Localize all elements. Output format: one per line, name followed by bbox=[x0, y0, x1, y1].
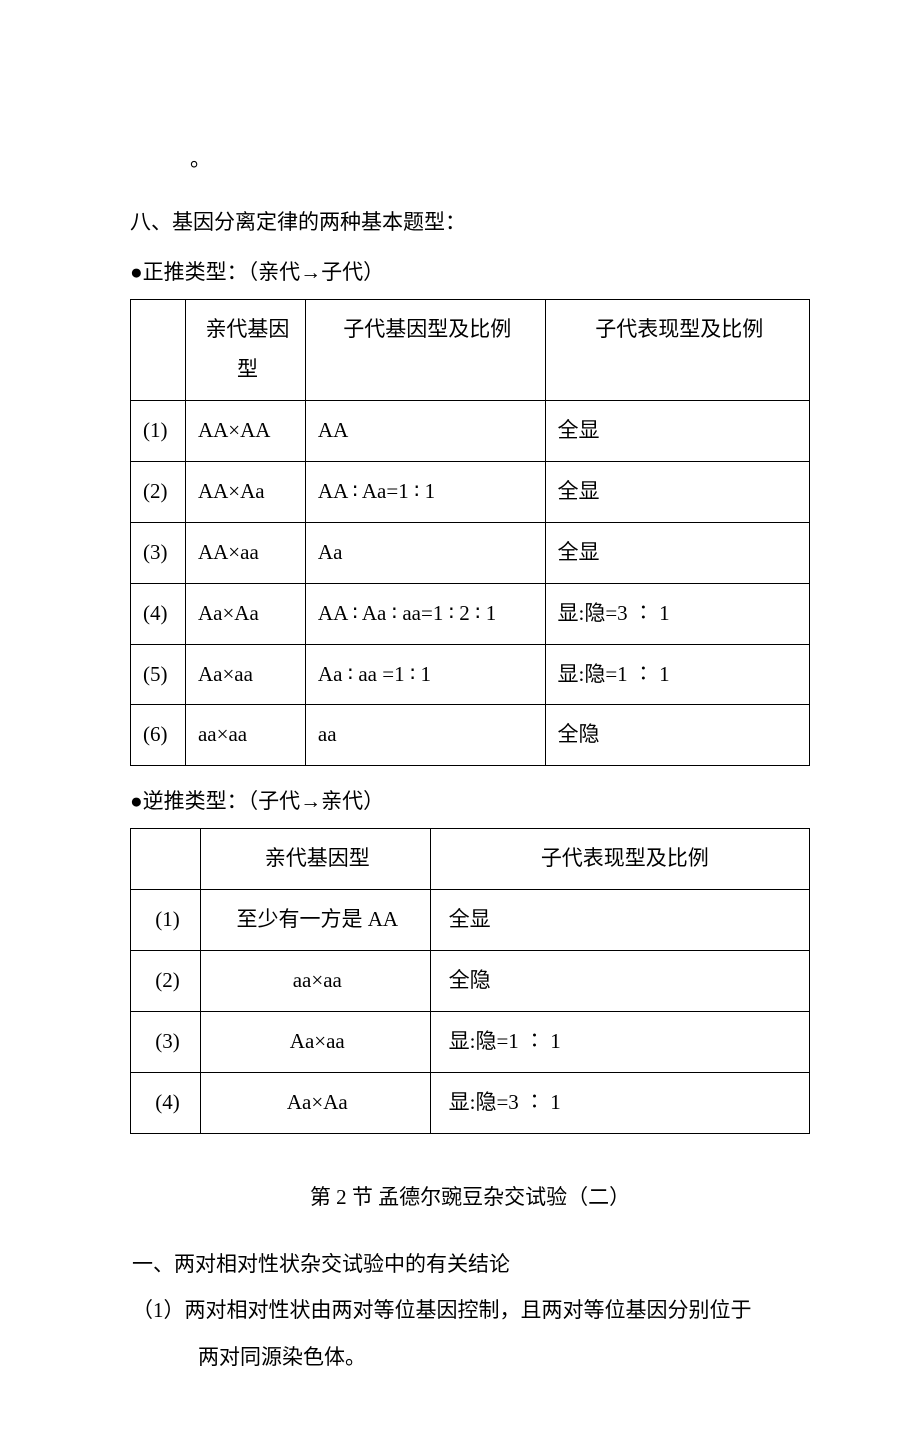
cell: AA bbox=[305, 400, 545, 461]
header-cell: 亲代基因型 bbox=[200, 829, 430, 890]
cell: Aa×Aa bbox=[185, 583, 305, 644]
table-forward: 亲代基因型 子代基因型及比例 子代表现型及比例 (1) AA×AA AA 全显 … bbox=[130, 299, 810, 766]
cell: Aa ∶ aa =1 ∶ 1 bbox=[305, 644, 545, 705]
section-2-title: 第 2 节 孟德尔豌豆杂交试验（二） bbox=[130, 1174, 810, 1220]
cell: aa×aa bbox=[200, 951, 430, 1012]
cell: (3) bbox=[131, 1012, 201, 1073]
header-cell bbox=[131, 829, 201, 890]
heading-eight: 八、基因分离定律的两种基本题型： bbox=[130, 199, 810, 245]
cell: Aa×aa bbox=[185, 644, 305, 705]
subheading-forward: ●正推类型：（亲代→子代） bbox=[130, 249, 810, 295]
table-row: (1) AA×AA AA 全显 bbox=[131, 400, 810, 461]
table-row: (3) AA×aa Aa 全显 bbox=[131, 522, 810, 583]
table-row: (3) Aa×aa 显:隐=1 ∶ 1 bbox=[131, 1012, 810, 1073]
cell: (4) bbox=[131, 1073, 201, 1134]
table-row: (1) 至少有一方是 AA 全显 bbox=[131, 890, 810, 951]
cell: (4) bbox=[131, 583, 186, 644]
cell: (1) bbox=[131, 890, 201, 951]
cell: 全隐 bbox=[430, 951, 809, 1012]
cell: 显:隐=1 ∶ 1 bbox=[430, 1012, 809, 1073]
table-row: (4) Aa×Aa AA ∶ Aa ∶ aa=1 ∶ 2 ∶ 1 显:隐=3 ∶… bbox=[131, 583, 810, 644]
table-header-row: 亲代基因型 子代基因型及比例 子代表现型及比例 bbox=[131, 300, 810, 401]
cell: 全隐 bbox=[545, 705, 810, 766]
cell: (1) bbox=[131, 400, 186, 461]
cell: 显:隐=3 ∶ 1 bbox=[430, 1073, 809, 1134]
cell: Aa×Aa bbox=[200, 1073, 430, 1134]
cell: 显:隐=1 ∶ 1 bbox=[545, 644, 810, 705]
cell: aa bbox=[305, 705, 545, 766]
cell: 全显 bbox=[545, 461, 810, 522]
cell: AA×aa bbox=[185, 522, 305, 583]
paragraph-heading-one: 一、两对相对性状杂交试验中的有关结论 bbox=[130, 1241, 810, 1287]
header-cell: 子代基因型及比例 bbox=[305, 300, 545, 401]
cell: 显:隐=3 ∶ 1 bbox=[545, 583, 810, 644]
cell: (6) bbox=[131, 705, 186, 766]
cell: Aa×aa bbox=[200, 1012, 430, 1073]
cell: (3) bbox=[131, 522, 186, 583]
cell: 全显 bbox=[545, 522, 810, 583]
table-row: (2) AA×Aa AA ∶ Aa=1 ∶ 1 全显 bbox=[131, 461, 810, 522]
cell: AA×Aa bbox=[185, 461, 305, 522]
cell: (2) bbox=[131, 951, 201, 1012]
header-cell: 亲代基因型 bbox=[185, 300, 305, 401]
cell: 至少有一方是 AA bbox=[200, 890, 430, 951]
cell: aa×aa bbox=[185, 705, 305, 766]
header-cell: 子代表现型及比例 bbox=[430, 829, 809, 890]
table-reverse: 亲代基因型 子代表现型及比例 (1) 至少有一方是 AA 全显 (2) aa×a… bbox=[130, 828, 810, 1133]
subheading-reverse: ●逆推类型：（子代→亲代） bbox=[130, 778, 810, 824]
table-row: (5) Aa×aa Aa ∶ aa =1 ∶ 1 显:隐=1 ∶ 1 bbox=[131, 644, 810, 705]
paragraph-item-1-line2: 两对同源染色体。 bbox=[130, 1334, 810, 1380]
cell: AA ∶ Aa ∶ aa=1 ∶ 2 ∶ 1 bbox=[305, 583, 545, 644]
table-header-row: 亲代基因型 子代表现型及比例 bbox=[131, 829, 810, 890]
cell: 全显 bbox=[430, 890, 809, 951]
cell: (5) bbox=[131, 644, 186, 705]
paragraph-item-1-line1: （1）两对相对性状由两对等位基因控制，且两对等位基因分别位于 bbox=[130, 1287, 810, 1333]
cell: AA×AA bbox=[185, 400, 305, 461]
header-cell: 子代表现型及比例 bbox=[545, 300, 810, 401]
document-page: 。 八、基因分离定律的两种基本题型： ●正推类型：（亲代→子代） 亲代基因型 子… bbox=[0, 0, 920, 1440]
table-row: (2) aa×aa 全隐 bbox=[131, 951, 810, 1012]
cell: Aa bbox=[305, 522, 545, 583]
cell: 全显 bbox=[545, 400, 810, 461]
cell: (2) bbox=[131, 461, 186, 522]
trailing-period: 。 bbox=[190, 141, 810, 179]
table-row: (4) Aa×Aa 显:隐=3 ∶ 1 bbox=[131, 1073, 810, 1134]
table-row: (6) aa×aa aa 全隐 bbox=[131, 705, 810, 766]
cell: AA ∶ Aa=1 ∶ 1 bbox=[305, 461, 545, 522]
header-cell bbox=[131, 300, 186, 401]
